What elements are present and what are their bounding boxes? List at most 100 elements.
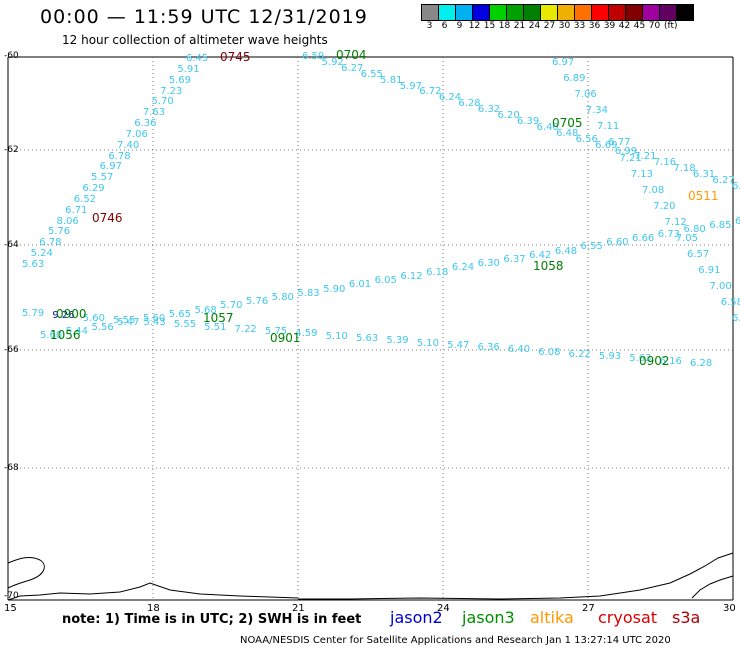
wave-height-value: 5.24: [30, 248, 53, 260]
legend-jason3: jason3: [462, 608, 515, 627]
wave-height-value: 5.76: [245, 296, 269, 308]
legend-altika: altika: [530, 608, 574, 627]
graticule: [8, 57, 733, 600]
wave-height-value: 6.59: [302, 51, 325, 62]
wave-height-value: 5.60: [142, 313, 166, 325]
wave-height-value: 6.78: [108, 150, 131, 162]
scale-label: 21: [513, 21, 526, 31]
wave-height-value: 5.47: [117, 317, 140, 329]
wave-height-value: 6.69: [595, 139, 618, 151]
wave-height-value: 5.80: [271, 292, 294, 303]
color-scale-labels: 3 6 9 12 15 18 21 24 27 30 33 36 39 42 45 70 (ft): [422, 21, 678, 31]
wave-height-value: 5.55: [173, 319, 197, 331]
lat-label-68: -68: [4, 463, 19, 473]
scale-label: 45: [633, 21, 646, 31]
time-label-1058: 1058: [533, 259, 564, 273]
scale-label: 70: [648, 21, 661, 31]
wave-height-value: 5.44: [65, 325, 88, 337]
wave-height-value: 6.40: [507, 344, 531, 356]
wave-height-value: 6.99: [614, 145, 637, 157]
wave-height-value: 5.70: [151, 96, 174, 108]
wave-height-value: 5.60: [40, 330, 63, 341]
wave-height-value: 6.24: [451, 262, 475, 274]
page-title: 00:00 — 11:59 UTC 12/31/2019: [40, 6, 368, 28]
scale-label: 33: [573, 21, 586, 31]
wave-height-value: 5.79: [22, 308, 45, 319]
wave-height-value: 7.23: [160, 85, 183, 97]
wave-height-value: 5.76: [47, 226, 71, 238]
wave-height-value: 6.27: [712, 175, 735, 187]
time-label-0902: 0902: [639, 354, 670, 368]
wave-height-value: 5.68: [194, 304, 217, 316]
lon-label-21: 21: [292, 603, 305, 614]
wave-height-value: 6.08: [538, 346, 561, 358]
wave-height-value: 6.97: [552, 57, 575, 68]
lon-label-30: 30: [723, 603, 736, 614]
wave-height-value: 5.70: [220, 300, 243, 312]
wave-height-value: 6.66: [632, 232, 655, 244]
wave-height-value: 7.21: [619, 153, 642, 164]
wave-height-value: 5.91: [177, 63, 200, 75]
wave-height-value: 7.40: [116, 139, 140, 151]
wave-height-value: 6.16: [659, 355, 682, 367]
scale-label: 12: [468, 21, 481, 31]
scale-label: 15: [483, 21, 496, 31]
wave-height-value: 5.10: [325, 330, 348, 342]
wave-height-value: 6.83: [732, 181, 740, 192]
wave-height-value: 6.05: [374, 275, 397, 287]
wave-height-value: 6.52: [73, 193, 97, 205]
time-label-0745: 0745: [220, 50, 251, 64]
wave-height-value: 6.42: [529, 249, 552, 261]
time-label-0511: 0511: [688, 189, 719, 203]
time-label-0900: 0900: [56, 307, 87, 321]
scale-label: 9: [456, 21, 463, 31]
note-text: note: 1) Time is in UTC; 2) SWH is in fe…: [62, 612, 362, 627]
time-label-0704: 0704: [336, 48, 367, 62]
wave-height-value: 6.28: [690, 358, 713, 369]
wave-height-value: 6.48: [556, 127, 579, 139]
wave-height-value: 7.11: [597, 121, 620, 132]
wave-height-value: 6.22: [568, 348, 591, 360]
wave-height-value: 6.48: [554, 245, 578, 257]
wave-height-value: 5.63: [629, 353, 652, 365]
antarctic-coastline: [7, 552, 734, 601]
wave-height-value: 5.43: [143, 317, 166, 329]
wave-height-value: 6.01: [348, 279, 372, 291]
scale-label: 6: [441, 21, 448, 31]
time-label-1057: 1057: [203, 311, 234, 325]
wave-height-value: 9.26: [52, 310, 75, 322]
wave-height-value: 5.97: [399, 80, 422, 92]
wave-height-value: 6.27: [341, 62, 364, 74]
scale-label: 3: [426, 21, 433, 31]
wave-height-value: 7.16: [653, 157, 677, 169]
wave-height-value: 6.85: [709, 220, 732, 232]
wave-height-value: 7.06: [125, 128, 148, 140]
lat-label-66: -66: [4, 345, 19, 355]
scale-label: 39: [603, 21, 616, 31]
wave-height-value: 6.71: [65, 204, 88, 216]
wave-height-value: 6.77: [608, 137, 631, 148]
wave-height-value: 6.36: [477, 342, 500, 354]
scale-unit: (ft): [664, 21, 678, 31]
lon-label-18: 18: [147, 603, 160, 614]
wave-height-value: 7.06: [574, 89, 597, 100]
time-label-0901: 0901: [270, 331, 301, 345]
lat-label-60: -60: [4, 51, 19, 61]
wave-height-value: 7.12: [664, 217, 687, 228]
wave-height-value: 7.05: [675, 233, 699, 244]
wave-height-value: 6.97: [99, 161, 122, 173]
page-subtitle: 12 hour collection of altimeter wave hei…: [62, 33, 328, 47]
wave-height-value: 6.91: [698, 265, 721, 276]
wave-height-value: 7.13: [630, 169, 654, 180]
wave-height-value: 4.59: [295, 328, 318, 340]
wave-height-value: 6.55: [580, 241, 603, 253]
wave-height-value: 7.08: [642, 185, 665, 196]
wave-height-value: 6.72: [419, 86, 442, 98]
wave-height-value: 6.78: [39, 237, 62, 249]
wave-height-value: 6.32: [477, 104, 501, 116]
footer-credit: NOAA/NESDIS Center for Satellite Applica…: [240, 635, 671, 646]
wave-height-value: 6.36: [134, 118, 157, 130]
wave-height-value: 5.83: [297, 287, 320, 299]
scale-label: 36: [588, 21, 601, 31]
